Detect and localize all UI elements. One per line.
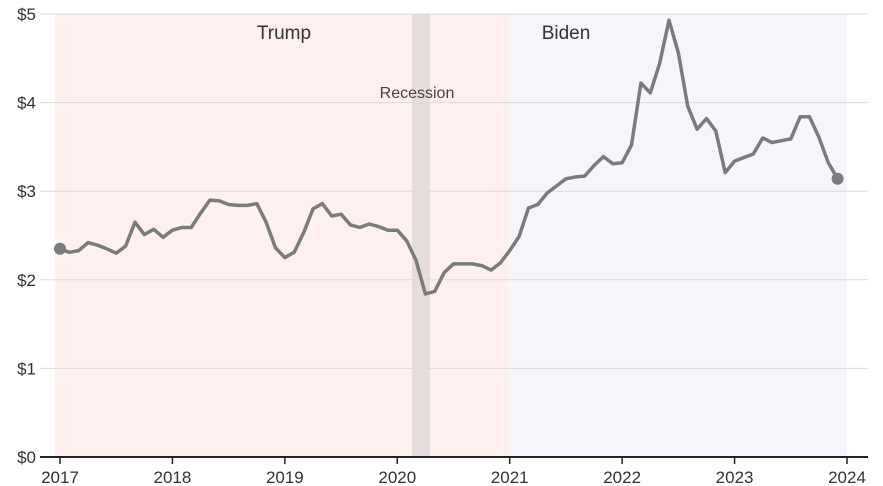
- series-end-point: [831, 172, 844, 185]
- x-tick-label: 2022: [603, 468, 641, 486]
- period-shading: [55, 14, 847, 457]
- x-axis-tick-labels: 2017 2018 2019 2020 2021 2022 2023 2024: [41, 468, 866, 486]
- y-tick-label: $0: [17, 448, 36, 467]
- period-shade-biden: [509, 14, 847, 457]
- period-label-trump: Trump: [257, 23, 311, 44]
- period-label-biden: Biden: [542, 23, 591, 44]
- period-shade-trump: [55, 14, 510, 457]
- x-tick-label: 2024: [828, 468, 866, 486]
- x-tick-label: 2019: [266, 468, 304, 486]
- y-tick-label: $2: [17, 271, 36, 290]
- y-axis-tick-labels: $0 $1 $2 $3 $4 $5: [17, 5, 36, 467]
- series-layer: [54, 18, 844, 296]
- x-tick-label: 2017: [41, 468, 79, 486]
- series-line: [58, 18, 840, 296]
- x-tick-label: 2018: [154, 468, 192, 486]
- y-tick-label: $1: [17, 359, 36, 378]
- x-axis-ticks: [59, 457, 848, 464]
- period-label-recession: Recession: [380, 85, 455, 102]
- x-tick-label: 2020: [378, 468, 416, 486]
- y-tick-label: $3: [17, 182, 36, 201]
- horizontal-gridlines: [40, 13, 868, 369]
- y-tick-label: $5: [17, 5, 36, 24]
- series-start-point: [54, 242, 66, 255]
- x-tick-label: 2021: [491, 468, 529, 486]
- x-tick-label: 2023: [716, 468, 754, 486]
- y-tick-label: $4: [17, 94, 36, 113]
- period-labels: Trump Recession Biden: [257, 23, 590, 102]
- period-shade-recession: [412, 14, 430, 457]
